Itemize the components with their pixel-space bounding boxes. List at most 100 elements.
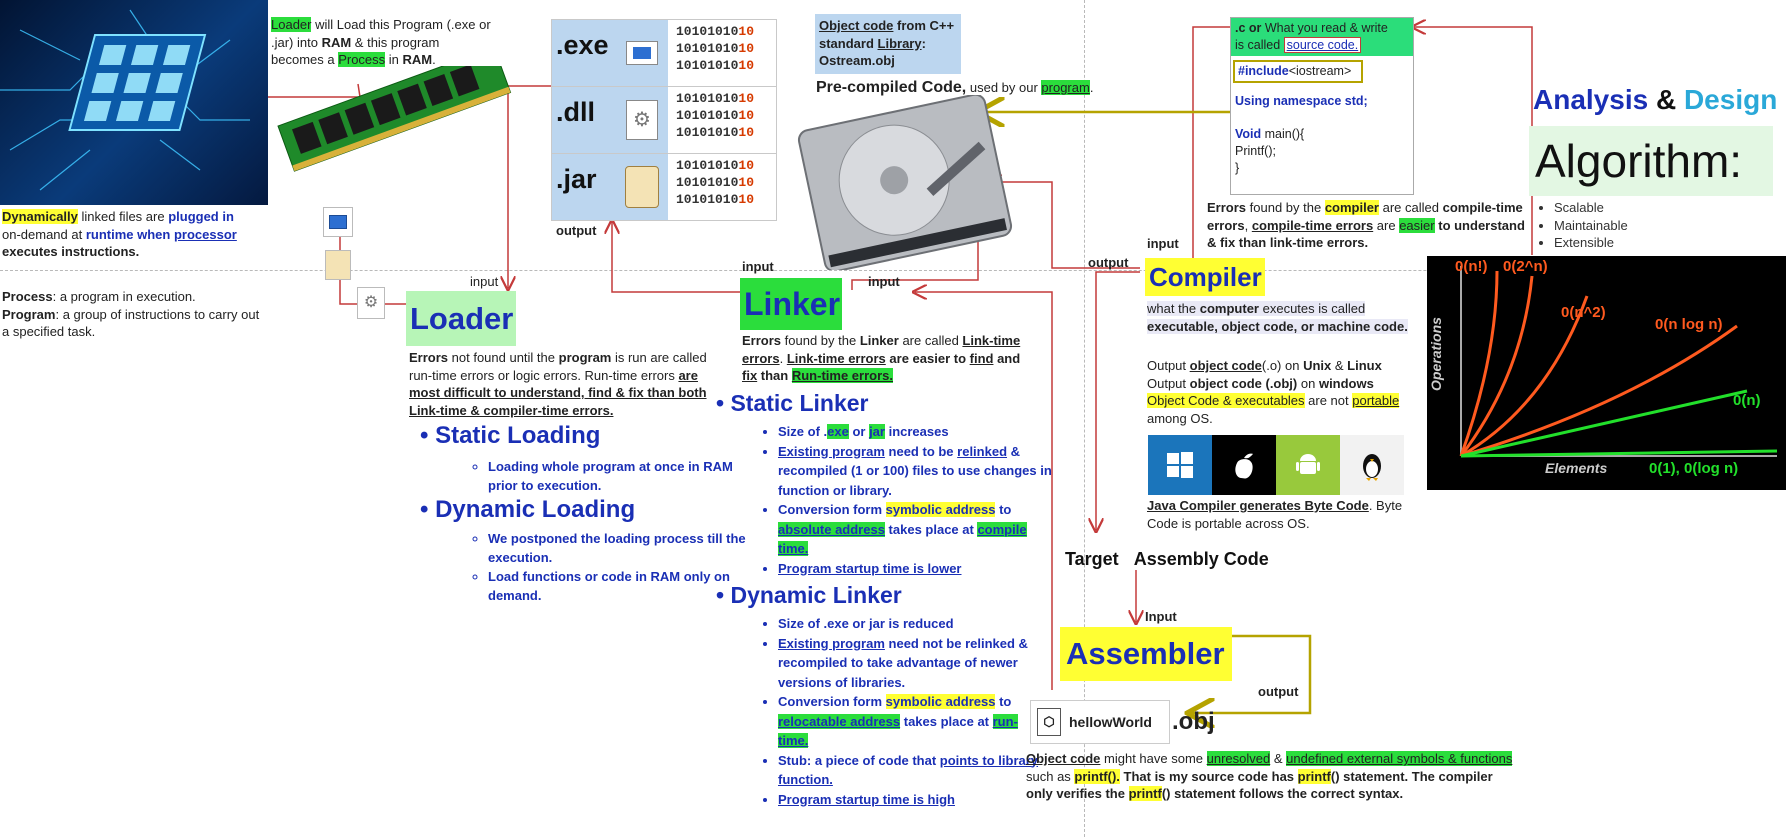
- obj-file-icon: ⬡: [1037, 708, 1061, 736]
- process-definition: Process: a program in execution. Program…: [2, 288, 267, 341]
- curve-label: 0(n!): [1455, 258, 1488, 275]
- assembly-code-word: Assembly Code: [1133, 549, 1269, 569]
- loader-title-box: Loader: [406, 291, 516, 346]
- algorithm-box: Algorithm:: [1529, 126, 1773, 196]
- assembler-input-label: Input: [1145, 609, 1177, 624]
- dynamic-loading-heading: • Dynamic Loading: [420, 496, 636, 523]
- complexity-chart: 0(n!) 0(2^n) 0(n^2) 0(n log n) 0(n) 0(1)…: [1427, 256, 1786, 490]
- dll-gear-icon: ⚙: [616, 87, 668, 153]
- compile-errors-caption: Errors found by the compiler are called …: [1207, 199, 1537, 252]
- include-keyword: #include: [1238, 63, 1289, 78]
- cp-hl: Object Code & executables: [1147, 393, 1305, 409]
- linker-errors-caption: Errors found by the Linker are called Li…: [742, 332, 1032, 385]
- file-row-exe: .exe 1010101010 1010101010 1010101010: [552, 20, 776, 87]
- objcode-text: :: [921, 35, 926, 51]
- target-word: Target: [1065, 549, 1119, 569]
- cp-text: Unix: [1303, 358, 1332, 373]
- linker-input-label: input: [742, 259, 774, 274]
- ce-text: found by the: [1246, 200, 1325, 215]
- caption-processor: processor: [173, 226, 237, 242]
- oc-hl: printf().: [1074, 768, 1120, 784]
- quality-item: Maintainable: [1554, 217, 1628, 235]
- dynamic-linker-item: Conversion form symbolic address to relo…: [778, 692, 1040, 751]
- caption-plugged-in: plugged in: [168, 209, 234, 224]
- lk-term: Run-time errors.: [791, 368, 893, 384]
- caption-dynamically: Dynamically: [2, 209, 78, 224]
- curve-label: 0(2^n): [1503, 258, 1548, 275]
- x-axis-label: Elements: [1545, 460, 1608, 476]
- caption-text: executes instructions.: [2, 244, 140, 260]
- ram-caption: Loader will Load this Program (.exe or .…: [271, 16, 491, 69]
- quality-item: Extensible: [1554, 234, 1628, 252]
- caption-text: linked files are: [77, 209, 169, 224]
- lk-text: are called: [898, 333, 963, 348]
- jar-file-icon: [616, 154, 668, 220]
- ram-caption-process: Process: [338, 52, 386, 68]
- precompiled-caption: Pre-compiled Code, used by our program.: [816, 79, 1093, 97]
- ram-caption-loader: Loader: [271, 17, 312, 32]
- ce-compiler: compiler: [1324, 200, 1379, 215]
- output-label: output: [556, 223, 597, 238]
- ce-term: compile-time errors: [1251, 217, 1374, 233]
- oc-term: Object code: [1026, 751, 1101, 766]
- java-text: . Byte Code is portable across OS.: [1147, 498, 1403, 531]
- apple-logo-icon: [1212, 435, 1276, 495]
- cpu-chip-image: [0, 0, 268, 205]
- oc-text: () statement. The compiler only verifies…: [1026, 768, 1493, 802]
- static-linker-item: Size of .exe or jar increases: [778, 422, 1056, 442]
- binary-line: 1010101010: [676, 40, 755, 56]
- loader-input-label: input: [470, 274, 499, 289]
- static-linker-list: Size of .exe or jar increases Existing p…: [762, 422, 1056, 578]
- lk-term: Link-time errors: [786, 350, 886, 366]
- cp-text: &: [1331, 358, 1348, 373]
- complexity-chart-plot: [1459, 266, 1778, 458]
- oc-text: That is my source code has: [1119, 768, 1298, 784]
- dynamic-linking-caption: Dynamically linked files are plugged in …: [2, 208, 272, 261]
- y-axis-label: Operations: [1427, 317, 1444, 391]
- obj-ext-label: .obj: [1172, 708, 1215, 735]
- binary-line: 1010101010: [676, 24, 755, 39]
- ce-text: Errors: [1207, 200, 1247, 215]
- hdd-input-label: input: [868, 274, 900, 289]
- cp-hl: portable: [1352, 393, 1400, 409]
- file-row-jar: .jar 1010101010 1010101010 1010101010: [552, 154, 776, 220]
- le-emph: are most difficult to understand, find &…: [409, 367, 707, 418]
- binary-line: 1010101010: [676, 158, 755, 173]
- static-linker-item: Conversion form symbolic address to abso…: [778, 500, 1056, 559]
- program-term: Program: [2, 306, 56, 322]
- dynamic-linker-list: Size of .exe or jar is reduced Existing …: [762, 614, 1040, 809]
- dynamic-linker-item: Size of .exe or jar is reduced: [778, 614, 1040, 634]
- ram-caption-text: will Load this Program (.exe or .jar) in…: [271, 17, 491, 50]
- code-line: Using namespace std;: [1235, 93, 1368, 108]
- precompiled-title: Pre-compiled Code,: [816, 79, 967, 96]
- compiler-input-label: input: [1147, 236, 1179, 251]
- ce-text: are called: [1379, 200, 1443, 215]
- object-code-caption: Object code might have some unresolved &…: [1026, 750, 1521, 803]
- binary-block: 1010101010 1010101010 1010101010: [668, 154, 776, 220]
- dynamic-linker-item: Stub: a piece of code that points to lib…: [778, 751, 1040, 790]
- lk-text: Linker: [859, 333, 899, 348]
- algorithm-qualities: Scalable Maintainable Extensible: [1540, 199, 1628, 252]
- windows-logo-icon: [1148, 435, 1212, 495]
- cp-text: windows: [1318, 375, 1374, 391]
- objcode-text: from C++: [893, 18, 955, 33]
- cp-text: (.o) on: [1261, 358, 1304, 373]
- oc-hl: printf: [1297, 768, 1331, 784]
- lk-text: than: [757, 368, 792, 384]
- file-row-dll: .dll ⚙ 1010101010 1010101010 1010101010: [552, 87, 776, 154]
- oc-text: such as: [1026, 768, 1075, 784]
- process-term: Process: [2, 289, 53, 304]
- assembler-output-label: output: [1258, 684, 1299, 699]
- dynamic-linker-item: Program startup time is high: [778, 790, 1040, 810]
- le-text: is run are called run-time errors or log…: [409, 350, 707, 383]
- code-line: Printf();: [1235, 144, 1276, 159]
- cp-text: what the: [1147, 301, 1200, 316]
- ce-text: to understand & fix than link-time error…: [1207, 217, 1525, 251]
- ram-caption-text: .: [432, 52, 436, 68]
- oc-hl: undefined external symbols & functions: [1286, 751, 1513, 766]
- dynamic-loading-title: Dynamic Loading: [435, 496, 636, 523]
- static-linker-title: Static Linker: [730, 390, 869, 416]
- dynamic-loading-item: We postponed the loading process till th…: [488, 530, 748, 568]
- lk-text: are easier to: [885, 350, 970, 366]
- binary-line: 1010101010: [676, 57, 755, 73]
